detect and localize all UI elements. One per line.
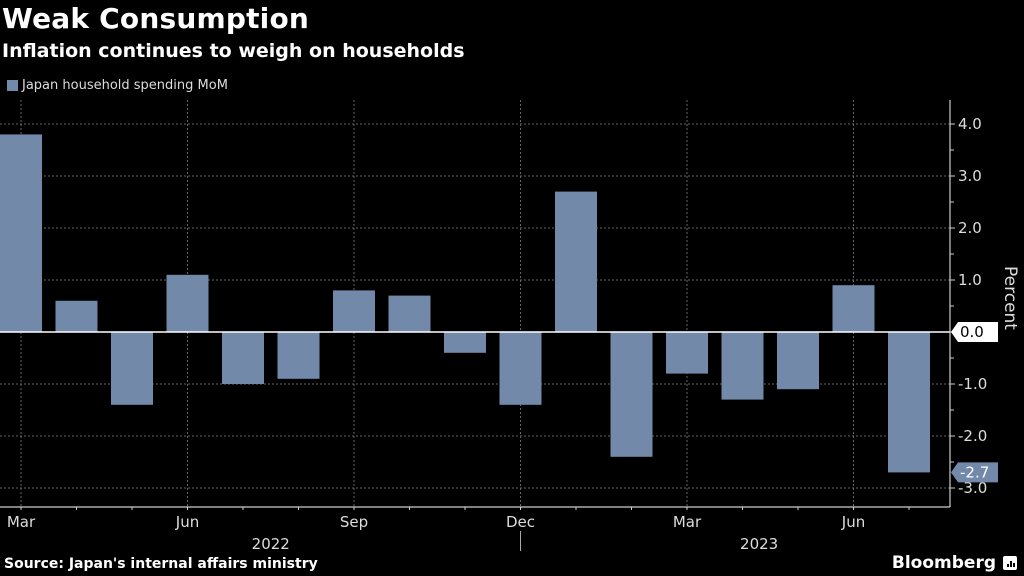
x-tick-label: Jun — [841, 513, 865, 531]
value-callout-label: -2.7 — [960, 463, 989, 481]
bar — [0, 134, 42, 332]
y-tick-label: -3.0 — [958, 479, 987, 497]
bars — [0, 134, 930, 473]
value-callout-box — [951, 322, 998, 342]
x-tick-label: Sep — [340, 513, 368, 531]
gridlines — [0, 100, 950, 507]
bar — [610, 332, 653, 457]
bar — [388, 295, 431, 332]
x-tick-label: Mar — [673, 513, 702, 531]
bar — [555, 191, 597, 332]
bar — [166, 274, 209, 332]
source-note: Source: Japan's internal affairs ministr… — [4, 556, 318, 572]
y-tick-label: 2.0 — [958, 219, 982, 237]
y-tick-label: 4.0 — [958, 115, 982, 133]
axes — [0, 100, 955, 551]
y-tick-labels: 4.0 3.0 2.0 1.0 -1.0 -2.0 -3.0 0.0 -2.7 — [951, 115, 998, 497]
bar — [721, 332, 764, 400]
value-callout-label: 0.0 — [960, 323, 984, 341]
legend: Japan household spending MoM — [7, 78, 228, 93]
y-axis-label: Percent — [1000, 266, 1020, 330]
bloomberg-chart-icon — [1003, 556, 1017, 570]
x-tick-label: Jun — [175, 513, 199, 531]
bar — [666, 332, 708, 374]
bar — [777, 332, 819, 390]
y-tick-label: -2.0 — [958, 427, 987, 445]
x-tick-labels: Mar Jun Sep Dec Mar Jun 2022 2023 — [7, 513, 865, 553]
y-tick-label: -1.0 — [958, 375, 987, 393]
chart-title: Weak Consumption — [2, 2, 310, 35]
bar — [888, 332, 930, 473]
bar — [222, 332, 264, 384]
chart-subtitle: Inflation continues to weigh on househol… — [2, 40, 465, 62]
value-callout-box — [951, 462, 998, 483]
bar — [55, 300, 98, 332]
year-label: 2023 — [740, 535, 778, 553]
year-label: 2022 — [252, 535, 290, 553]
y-tick-label: 1.0 — [958, 271, 982, 289]
legend-swatch — [7, 80, 18, 91]
legend-label: Japan household spending MoM — [22, 78, 228, 93]
x-tick-label: Mar — [7, 513, 36, 531]
bar — [444, 332, 486, 353]
bar — [832, 285, 875, 332]
bar — [499, 332, 542, 405]
y-tick-label: 3.0 — [958, 167, 982, 185]
bar — [277, 332, 320, 379]
x-tick-label: Dec — [506, 513, 535, 531]
bar — [111, 332, 153, 405]
brand-logo: Bloomberg — [891, 553, 996, 573]
bar — [333, 290, 375, 332]
